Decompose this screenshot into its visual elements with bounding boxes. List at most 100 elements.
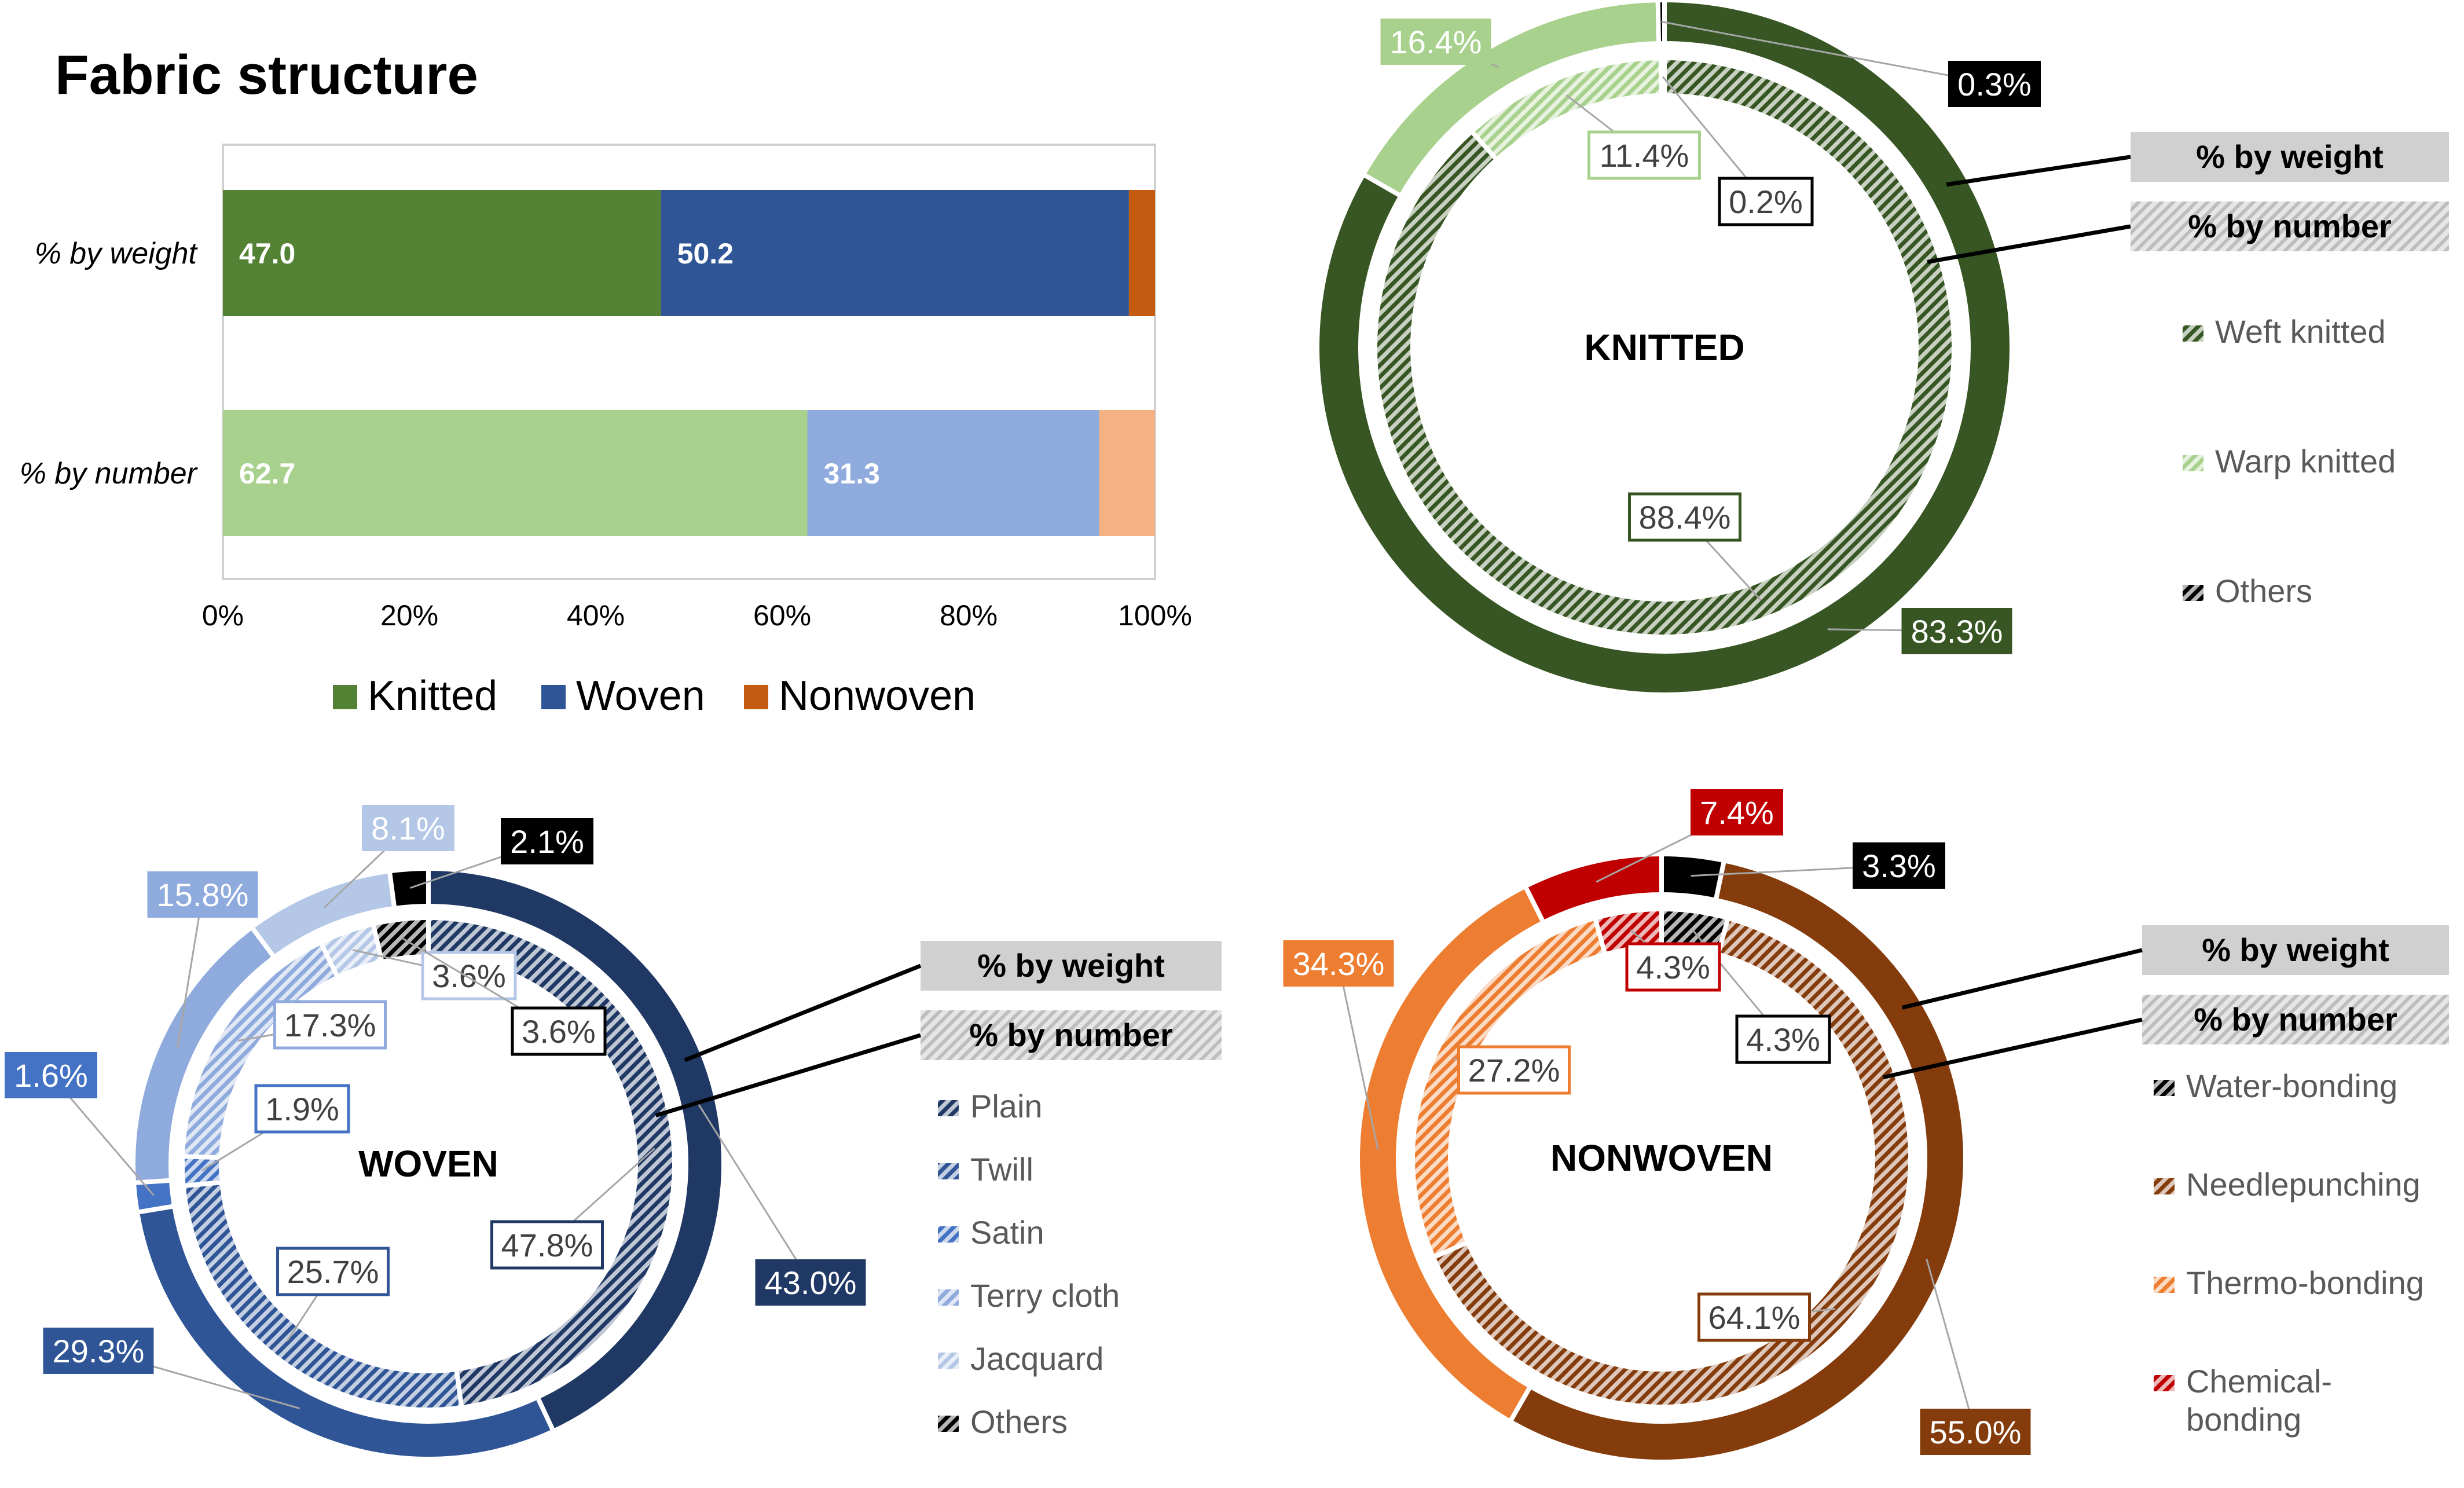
legend-label: Satin: [970, 1214, 1044, 1251]
legend-swatch: [2154, 1375, 2175, 1391]
legend-label: Chemical-: [2186, 1363, 2332, 1399]
outer-data-label-text: 34.3%: [1293, 945, 1385, 982]
legend-label: Nonwoven: [779, 673, 976, 719]
legend-swatch: [938, 1163, 959, 1179]
legend-label: Plain: [970, 1088, 1043, 1124]
ring-label-number-pointer: [1927, 224, 2131, 264]
inner-data-label-box: [1587, 130, 1701, 180]
chart-title: Fabric structure: [55, 44, 478, 106]
inner-data-label-box: [490, 1220, 604, 1270]
bar-woven-1: [807, 410, 1099, 536]
legend-item-1: Warp knitted: [2183, 443, 2396, 479]
inner-data-label: 27.2%: [1457, 1045, 1571, 1095]
outer-data-label-text: 7.4%: [1700, 794, 1774, 831]
outer-data-label-text: 15.8%: [157, 877, 249, 913]
legend-item-3: Terry cloth: [938, 1277, 1120, 1314]
legend-swatch: [2154, 1080, 2175, 1096]
inner-data-label: 0.2%: [1718, 177, 1814, 226]
outer-data-label: 8.1%: [362, 805, 454, 851]
legend-item-1: Twill: [938, 1151, 1033, 1188]
legend-label: Woven: [576, 673, 705, 719]
ring-label-number-box: [921, 1010, 1222, 1060]
legend-swatch: [2154, 1178, 2175, 1194]
bar-data-label: 31.3: [823, 457, 879, 490]
bar-data-label: 62.7: [239, 457, 295, 490]
legend-label: Water-bonding: [2186, 1068, 2397, 1104]
legend-item-2: Thermo-bonding: [2154, 1265, 2424, 1301]
inner-data-label-box: [254, 1084, 350, 1134]
ring-label-weight: % by weight: [2196, 138, 2384, 175]
inner-data-label: 47.8%: [490, 1220, 604, 1270]
inner-data-label: 4.3%: [1735, 1014, 1831, 1064]
outer-leader-line: [1337, 963, 1379, 1150]
ring-label-weight-box: [921, 941, 1222, 991]
inner-data-label-box: [1735, 1014, 1831, 1064]
plot-area-border: [222, 144, 1156, 580]
inner-data-label-text: 4.3%: [1746, 1021, 1820, 1058]
legend-item-knitted: Knitted: [333, 673, 497, 719]
legend-swatch: [938, 1289, 959, 1306]
ring-label-weight-box: [2131, 132, 2449, 182]
outer-data-label-box: [1380, 19, 1491, 65]
inner-data-label-box: [511, 1006, 607, 1056]
inner-ring-slice-2: [1658, 55, 1667, 98]
legend-item-2: Satin: [938, 1214, 1044, 1251]
ring-label-number: % by number: [2194, 1001, 2397, 1038]
legend-swatch: [2183, 455, 2203, 471]
inner-ring-slice-5: [370, 915, 431, 965]
bar-woven-0: [661, 190, 1129, 316]
legend-label: Needlepunching: [2186, 1166, 2421, 1203]
inner-data-label: 11.4%: [1587, 130, 1701, 180]
legend-label: Thermo-bonding: [2186, 1265, 2424, 1301]
ring-label-number-pointer: [1883, 1017, 2143, 1080]
ring-label-weight-pointer: [1946, 155, 2131, 187]
outer-data-label-text: 0.3%: [1957, 66, 2032, 102]
inner-data-label: 1.9%: [254, 1084, 350, 1134]
center-label: WOVEN: [358, 1143, 498, 1185]
inner-data-label: 88.4%: [1628, 492, 1741, 542]
outer-data-label: 7.4%: [1691, 789, 1783, 835]
inner-data-label-text: 4.3%: [1636, 949, 1710, 985]
legend-swatch: [938, 1416, 959, 1432]
outer-data-label: 43.0%: [755, 1259, 866, 1306]
outer-data-label-box: [1691, 789, 1783, 835]
legend-label: Others: [970, 1403, 1068, 1440]
legend-label: bonding: [2186, 1401, 2301, 1438]
legend-label: Others: [2215, 573, 2312, 609]
outer-data-label-text: 2.1%: [510, 823, 584, 860]
inner-data-label-box: [1718, 177, 1814, 226]
inner-data-label-box: [421, 951, 517, 1000]
outer-data-label-box: [501, 818, 593, 864]
outer-ring-slice-2: [1655, 0, 1667, 46]
outer-data-label: 0.3%: [1948, 61, 2041, 107]
woven-donut-chart: WOVEN 43.0% 29.3% 1.6% 15.8% 8.1% 2.1% 47.8% 25.…: [5, 805, 1222, 1461]
outer-ring-slice-0: [426, 866, 727, 1435]
bar-knitted-0: [223, 190, 661, 316]
legend-swatch: [2183, 325, 2203, 342]
legend-item-0: Water-bonding: [2154, 1068, 2397, 1104]
outer-data-label-box: [1283, 940, 1394, 987]
outer-data-label: 3.3%: [1853, 842, 1945, 889]
bar-row-0: % by weight 47.0 50.2: [35, 190, 1155, 316]
center-label: NONWOVEN: [1550, 1137, 1773, 1179]
outer-data-label-text: 16.4%: [1390, 24, 1482, 60]
outer-data-label-text: 55.0%: [1930, 1414, 2022, 1450]
inner-data-label-text: 3.6%: [522, 1013, 596, 1050]
legend-swatch: [2183, 585, 2203, 601]
legend-label: Jacquard: [970, 1340, 1103, 1377]
inner-data-label-text: 88.4%: [1639, 499, 1731, 536]
inner-data-label-text: 47.8%: [501, 1227, 593, 1263]
legend-item-2: Others: [2183, 573, 2312, 609]
outer-data-label-text: 1.6%: [14, 1057, 88, 1094]
legend-item-nonwoven: Nonwoven: [744, 673, 976, 719]
ring-label-weight: % by weight: [2202, 932, 2389, 968]
inner-data-label-box: [273, 1000, 387, 1050]
ring-label-weight: % by weight: [977, 947, 1165, 984]
outer-leader-line: [1661, 21, 1995, 85]
inner-data-label: 4.3%: [1625, 942, 1721, 992]
bar-row-1: % by number 62.7 31.3: [20, 410, 1155, 536]
outer-leader-line: [697, 1103, 812, 1283]
legend-item-0: Plain: [938, 1088, 1043, 1124]
inner-data-label-text: 64.1%: [1708, 1299, 1801, 1336]
inner-ring-slice-1: [1430, 915, 1913, 1409]
